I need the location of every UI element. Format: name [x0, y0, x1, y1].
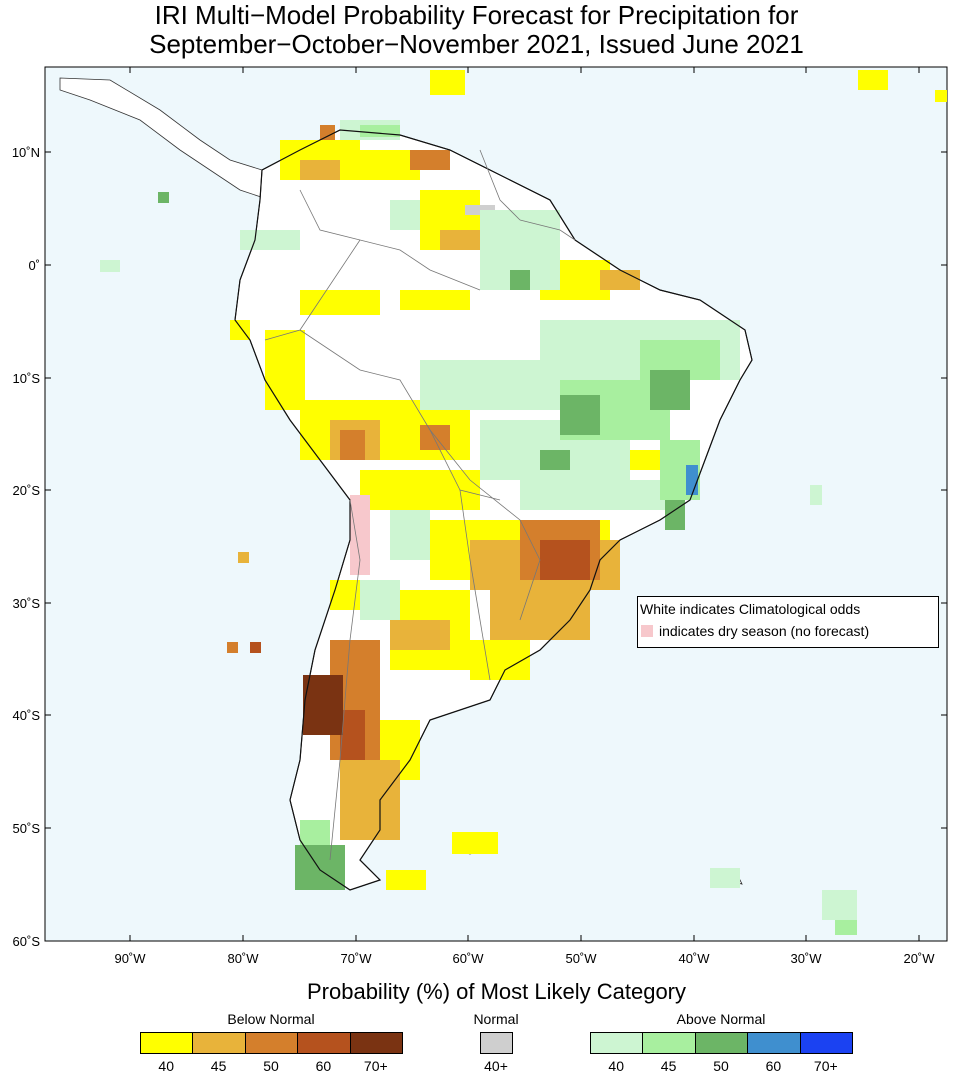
y-label-50s: 50˚S: [13, 821, 41, 836]
y-axis-labels: 10˚N 0˚ 10˚S 20˚S 30˚S 40˚S 50˚S 60˚S: [12, 145, 41, 949]
legend-swatch-above-normal-0: [590, 1032, 644, 1054]
legend-tick-above-normal-0: 40: [608, 1058, 624, 1074]
map-title-line1: IRI Multi−Model Probability Forecast for…: [154, 0, 799, 30]
y-label-10n: 10˚N: [12, 145, 40, 160]
legend-tick-above-normal-1: 45: [660, 1058, 677, 1074]
legend-tick-above-normal-4: 70+: [813, 1058, 838, 1074]
legend-tick-below-normal-2: 50: [263, 1058, 279, 1074]
legend-swatch-below-normal-2: [244, 1032, 299, 1054]
forecast-probability-cells: [100, 70, 947, 935]
map-title-line2: September−October−November 2021, Issued …: [149, 29, 804, 59]
legend-title: Probability (%) of Most Likely Category: [306, 979, 687, 1004]
x-label-50w: 50˚W: [565, 951, 597, 966]
legend-swatch-normal-0: [480, 1032, 513, 1054]
dry-season-note-row: indicates dry season (no forecast): [641, 623, 869, 639]
y-label-60s: 60˚S: [13, 934, 41, 949]
legend-tick-normal-0: 40+: [484, 1058, 508, 1074]
legend-below-normal-label: Below Normal: [227, 1011, 315, 1027]
x-label-30w: 30˚W: [790, 951, 822, 966]
legend-tick-below-normal-3: 60: [315, 1058, 332, 1074]
dry-season-swatch: [641, 625, 653, 637]
legend-tick-above-normal-2: 50: [713, 1058, 729, 1074]
legend-swatch-below-normal-4: [349, 1032, 403, 1054]
map-note-box: White indicates Climatological odds indi…: [637, 596, 939, 648]
legend-swatch-below-normal-3: [297, 1032, 351, 1054]
dry-season-note: indicates dry season (no forecast): [659, 623, 870, 639]
y-label-10s: 10˚S: [13, 371, 41, 386]
legend-tick-above-normal-3: 60: [765, 1058, 782, 1074]
legend-swatch-above-normal-1: [642, 1032, 696, 1054]
climatological-odds-note: White indicates Climatological odds: [640, 601, 861, 617]
legend-swatch-below-normal-1: [192, 1032, 246, 1054]
x-label-40w: 40˚W: [678, 951, 710, 966]
coastline: [234, 129, 753, 891]
legend-tick-below-normal-0: 40: [158, 1058, 174, 1074]
legend-above-normal-label: Above Normal: [676, 1011, 766, 1027]
x-label-90w: 90˚W: [114, 951, 146, 966]
x-label-20w: 20˚W: [903, 951, 935, 966]
legend-normal-label: Normal: [473, 1011, 519, 1027]
legend-tick-below-normal-1: 45: [210, 1058, 227, 1074]
y-label-0: 0˚: [28, 258, 40, 273]
x-label-60w: 60˚W: [452, 951, 484, 966]
legend-swatch-below-normal-0: [140, 1032, 194, 1054]
legend-tick-below-normal-4: 70+: [363, 1058, 388, 1074]
legend-swatch-above-normal-4: [799, 1032, 853, 1054]
country-borders: [264, 149, 576, 861]
legend-swatch-above-normal-3: [747, 1032, 801, 1054]
x-axis-labels: 90˚W 80˚W 70˚W 60˚W 50˚W 40˚W 30˚W 20˚W: [114, 951, 935, 966]
axis-ticks: [45, 67, 947, 941]
y-label-20s: 20˚S: [13, 483, 41, 498]
y-label-40s: 40˚S: [13, 708, 41, 723]
x-label-80w: 80˚W: [227, 951, 259, 966]
legend-swatch-above-normal-2: [694, 1032, 749, 1054]
y-label-30s: 30˚S: [13, 596, 41, 611]
x-label-70w: 70˚W: [340, 951, 372, 966]
